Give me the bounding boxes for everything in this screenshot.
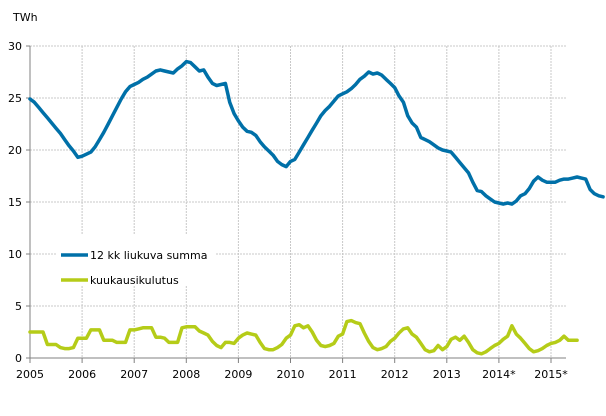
x-tick-label: 2006 [68, 368, 96, 381]
rolling-sum-line [28, 59, 605, 206]
y-tick-label: 5 [15, 300, 22, 313]
legend: 12 kk liukuva summa kuukausikulutus [56, 235, 216, 287]
x-tick-label: 2010 [277, 368, 305, 381]
y-tick-label: 10 [8, 248, 22, 261]
x-tick-label: 2009 [224, 368, 252, 381]
x-tick-label: 2012 [381, 368, 409, 381]
y-tick-label: 15 [8, 196, 22, 209]
y-tick-label: 20 [8, 144, 22, 157]
y-axis-unit-label: TWh [12, 11, 38, 24]
y-tick-label: 30 [8, 40, 22, 53]
x-tick-label: 2007 [120, 368, 148, 381]
legend-label-monthly: kuukausikulutus [90, 274, 179, 287]
monthly-consumption-line [28, 318, 579, 356]
y-tick-label: 0 [15, 352, 22, 365]
legend-label-rolling-sum: 12 kk liukuva summa [90, 249, 207, 262]
x-tick-label: 2014* [482, 368, 516, 381]
series-lines [28, 59, 605, 356]
x-tick-label: 2011 [329, 368, 357, 381]
x-tick-label: 2008 [172, 368, 200, 381]
y-tick-label: 25 [8, 92, 22, 105]
grid-lines [30, 45, 566, 358]
x-tick-label: 2013 [433, 368, 461, 381]
x-axis-labels: 2005 2006 2007 2008 2009 2010 2011 2012 2013 2014… [16, 368, 568, 381]
legend-background [56, 235, 216, 285]
y-axis-labels: 0 5 10 15 20 25 30 [8, 40, 22, 365]
axes [26, 45, 566, 363]
x-tick-label: 2005 [16, 368, 44, 381]
x-tick-label: 2015* [534, 368, 568, 381]
